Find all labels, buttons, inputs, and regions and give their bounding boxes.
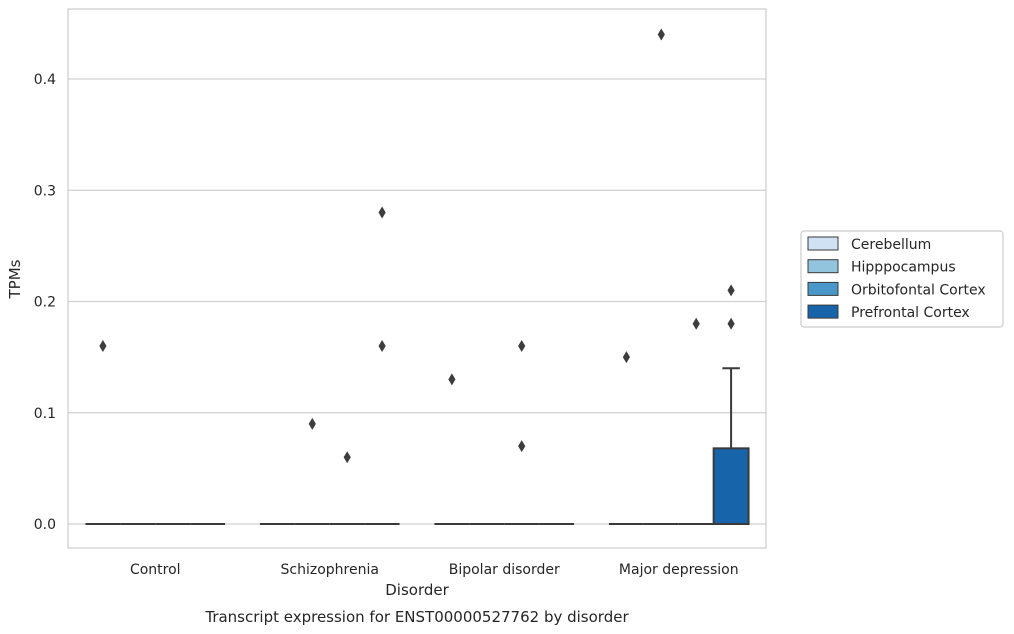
y-axis-label: TPMs: [6, 259, 24, 299]
outlier-point: [378, 206, 386, 219]
legend-label: Hipppocampus: [851, 260, 956, 276]
legend-frame: [800, 230, 1004, 328]
box-2-2: [504, 340, 540, 525]
legend-label: Prefrontal Cortex: [851, 305, 970, 321]
outlier-point: [622, 351, 630, 364]
box-2-0: [434, 373, 470, 525]
outlier-point: [99, 340, 107, 352]
box-3-3: [712, 284, 750, 526]
box-3-0: [608, 351, 644, 525]
x-tick-label: Control: [130, 562, 181, 578]
y-grid: [68, 78, 766, 525]
box-1-3: [364, 206, 400, 525]
legend-label: Orbitofontal Cortex: [851, 282, 986, 298]
y-tick-label: 0.1: [34, 406, 56, 422]
box-0-0: [85, 340, 121, 525]
x-tick-label: Major depression: [619, 562, 739, 578]
y-axis-ticks: 0.0 0.1 0.2 0.3 0.4: [34, 72, 56, 533]
x-axis-label: Disorder: [385, 581, 449, 599]
outlier-point: [518, 340, 526, 352]
legend-swatch: [807, 281, 839, 296]
y-tick-label: 0.3: [34, 183, 56, 199]
legend-label: Cerebellum: [851, 237, 931, 253]
box-groups: [85, 28, 750, 526]
outlier-point: [657, 28, 665, 41]
outlier-point: [727, 317, 735, 330]
box-3-2: [678, 317, 714, 525]
legend-swatch: [807, 259, 839, 274]
legend[interactable]: Cerebellum Hipppocampus Orbitofontal Corte…: [800, 230, 1004, 328]
legend-swatch: [807, 236, 839, 251]
plot-frame: [67, 8, 767, 549]
y-tick-label: 0.2: [34, 295, 56, 311]
box-1-2: [329, 451, 365, 525]
outlier-point: [308, 417, 316, 430]
y-tick-label: 0.0: [34, 517, 56, 533]
box-body: [712, 447, 750, 526]
outlier-point: [692, 317, 700, 330]
outlier-point: [378, 340, 386, 352]
box-3-1: [643, 28, 679, 525]
x-tick-label: Bipolar disorder: [449, 562, 560, 578]
x-axis-ticks: Control Schizophrenia Bipolar disorder Majo…: [130, 562, 739, 578]
outlier-point: [448, 373, 456, 386]
box-1-1: [294, 417, 330, 525]
outlier-point: [727, 284, 735, 297]
chart-title: Transcript expression for ENST0000052776…: [204, 608, 629, 626]
outlier-point: [518, 440, 526, 453]
outlier-point: [343, 451, 351, 464]
x-tick-label: Schizophrenia: [281, 562, 379, 578]
legend-swatch: [807, 304, 839, 319]
y-tick-label: 0.4: [34, 72, 56, 88]
